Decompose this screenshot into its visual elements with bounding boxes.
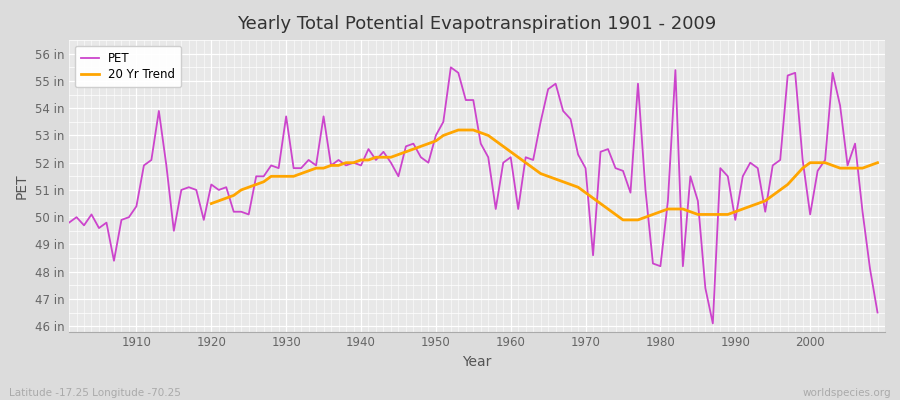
PET bbox=[446, 65, 456, 70]
20 Yr Trend bbox=[872, 160, 883, 165]
PET bbox=[333, 158, 344, 162]
Legend: PET, 20 Yr Trend: PET, 20 Yr Trend bbox=[75, 46, 181, 87]
PET bbox=[513, 207, 524, 212]
20 Yr Trend bbox=[857, 166, 868, 170]
PET bbox=[288, 166, 299, 170]
20 Yr Trend bbox=[617, 218, 628, 222]
PET bbox=[64, 220, 75, 225]
PET bbox=[603, 147, 614, 152]
Text: Latitude -17.25 Longitude -70.25: Latitude -17.25 Longitude -70.25 bbox=[9, 388, 181, 398]
Line: PET: PET bbox=[69, 67, 878, 324]
PET bbox=[707, 321, 718, 326]
Text: worldspecies.org: worldspecies.org bbox=[803, 388, 891, 398]
PET bbox=[505, 155, 516, 160]
20 Yr Trend bbox=[685, 209, 696, 214]
PET bbox=[872, 310, 883, 315]
Title: Yearly Total Potential Evapotranspiration 1901 - 2009: Yearly Total Potential Evapotranspiratio… bbox=[238, 15, 716, 33]
Line: 20 Yr Trend: 20 Yr Trend bbox=[212, 130, 878, 220]
PET bbox=[123, 215, 134, 220]
Y-axis label: PET: PET bbox=[15, 173, 29, 199]
20 Yr Trend bbox=[408, 147, 418, 152]
20 Yr Trend bbox=[775, 188, 786, 192]
20 Yr Trend bbox=[296, 171, 307, 176]
X-axis label: Year: Year bbox=[463, 355, 491, 369]
20 Yr Trend bbox=[790, 174, 801, 179]
20 Yr Trend bbox=[453, 128, 464, 132]
20 Yr Trend bbox=[206, 201, 217, 206]
